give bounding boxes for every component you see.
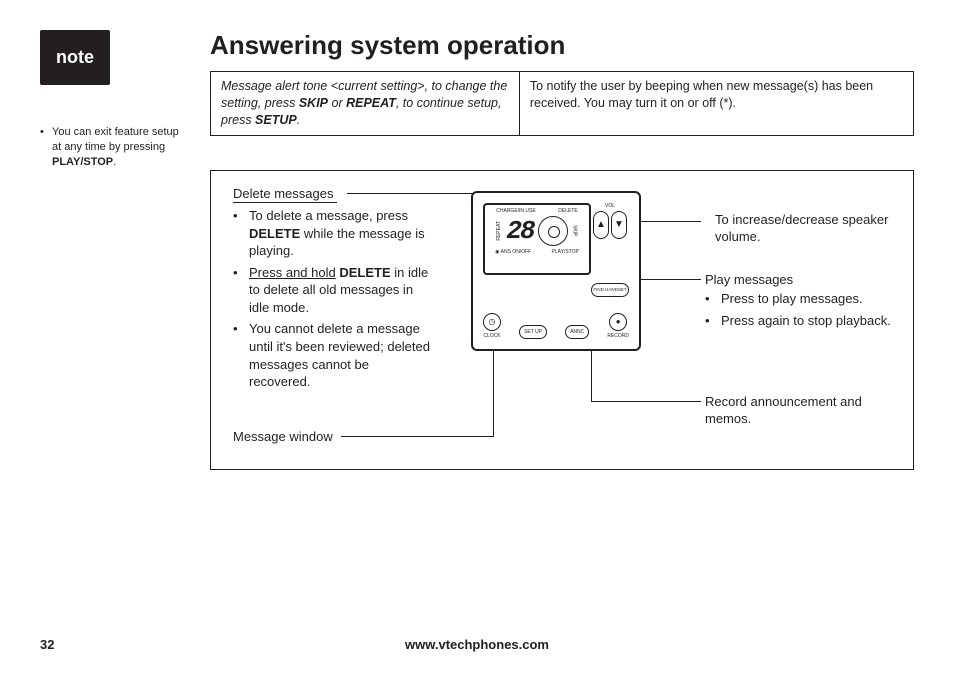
record-label: Record announcement and memos. [705, 393, 895, 428]
dpad-inner-icon [548, 226, 560, 238]
lcd-ans: ANS ON/OFF [501, 249, 532, 255]
lcd-top-row: CHARGE/IN USE DELETE [485, 208, 589, 214]
page-title: Answering system operation [210, 30, 914, 61]
lcd-charge: CHARGE/IN USE [496, 208, 535, 214]
delete-title: Delete messages [233, 185, 337, 204]
lcd-bot-row: ◉ ANS ON/OFF PLAY/STOP [485, 249, 589, 255]
lcd-digits: 28 [506, 218, 533, 244]
message-window-label: Message window [233, 429, 333, 444]
intro-right: To notify the user by beeping when new m… [520, 72, 913, 135]
delete-list: To delete a message, press DELETE while … [233, 207, 433, 390]
clock-label: CLOCK [483, 333, 500, 339]
record-btn-label: RECORD [607, 333, 629, 339]
vol-text: VOL [591, 203, 629, 209]
intro-left-4: . [297, 113, 300, 127]
leader-record-v [591, 351, 592, 401]
clock-stack: ◷ CLOCK [483, 313, 501, 339]
record-stack: ● RECORD [607, 313, 629, 339]
delete-item-2: Press and hold DELETE in idle to delete … [249, 264, 433, 317]
page-number: 32 [40, 637, 54, 652]
record-button[interactable]: ● [609, 313, 627, 331]
d2-bold: DELETE [336, 265, 391, 280]
leader-msgwin [341, 436, 493, 437]
note-column: note You can exit feature setup at any t… [40, 30, 180, 170]
dpad-icon [538, 216, 568, 246]
intro-left-2: or [328, 96, 346, 110]
clock-button[interactable]: ◷ [483, 313, 501, 331]
play-title: Play messages [705, 271, 895, 289]
volume-label: To increase/decrease speaker volume. [715, 211, 895, 246]
lcd-repeat: REPEAT [496, 221, 502, 241]
leader-vol [641, 221, 701, 222]
setup-button[interactable]: SET UP [519, 325, 547, 339]
diagram-box: Delete messages To delete a message, pre… [210, 170, 914, 470]
annc-button[interactable]: ANNC [565, 325, 589, 339]
intro-left-b1: SKIP [299, 96, 328, 110]
lcd-delete: DELETE [558, 208, 577, 214]
main-column: Answering system operation Message alert… [210, 30, 914, 470]
ans-icon: ◉ ANS ON/OFF [495, 249, 531, 255]
play-section: Play messages Press to play messages. Pr… [705, 271, 895, 334]
leader-play [641, 279, 701, 280]
d2-u: Press and hold [249, 265, 336, 280]
d1-pre: To delete a message, press [249, 208, 408, 223]
volume-buttons: VOL ▲ ▼ [591, 203, 629, 239]
leader-record [591, 401, 701, 402]
note-text-post: . [113, 156, 116, 168]
note-bullet: You can exit feature setup at any time b… [40, 125, 180, 170]
intro-left: Message alert tone <current setting>, to… [211, 72, 520, 135]
device-illustration: CHARGE/IN USE DELETE REPEAT 28 SKIP ◉ AN… [471, 191, 641, 351]
play-item-1: Press to play messages. [721, 290, 895, 308]
lcd-skip: SKIP [572, 225, 578, 236]
lcd-playstop: PLAY/STOP [552, 249, 579, 255]
lcd-mid-row: REPEAT 28 SKIP [485, 216, 589, 246]
volume-down-button[interactable]: ▼ [611, 211, 627, 239]
delete-item-3: You cannot delete a message until it's b… [249, 320, 433, 390]
intro-left-b3: SETUP [255, 113, 297, 127]
footer: 32 www.vtechphones.com [40, 637, 914, 652]
footer-url: www.vtechphones.com [405, 637, 549, 652]
note-badge: note [40, 30, 110, 85]
note-text-pre: You can exit feature setup at any time b… [52, 126, 179, 153]
delete-item-1: To delete a message, press DELETE while … [249, 207, 433, 260]
lcd-screen: CHARGE/IN USE DELETE REPEAT 28 SKIP ◉ AN… [483, 203, 591, 275]
bottom-buttons: ◷ CLOCK SET UP ANNC ● RECORD [483, 313, 629, 339]
note-text-bold: PLAY/STOP [52, 156, 113, 168]
footer-spacer [910, 637, 914, 652]
intro-left-b2: REPEAT [346, 96, 396, 110]
delete-section: Delete messages To delete a message, pre… [233, 185, 433, 395]
d1-bold: DELETE [249, 226, 300, 241]
volume-up-button[interactable]: ▲ [593, 211, 609, 239]
find-handset-button[interactable]: FIND HANDSET [591, 283, 629, 297]
intro-box: Message alert tone <current setting>, to… [210, 71, 914, 136]
play-item-2: Press again to stop playback. [721, 312, 895, 330]
page: note You can exit feature setup at any t… [40, 30, 914, 652]
play-list: Press to play messages. Press again to s… [705, 290, 895, 329]
